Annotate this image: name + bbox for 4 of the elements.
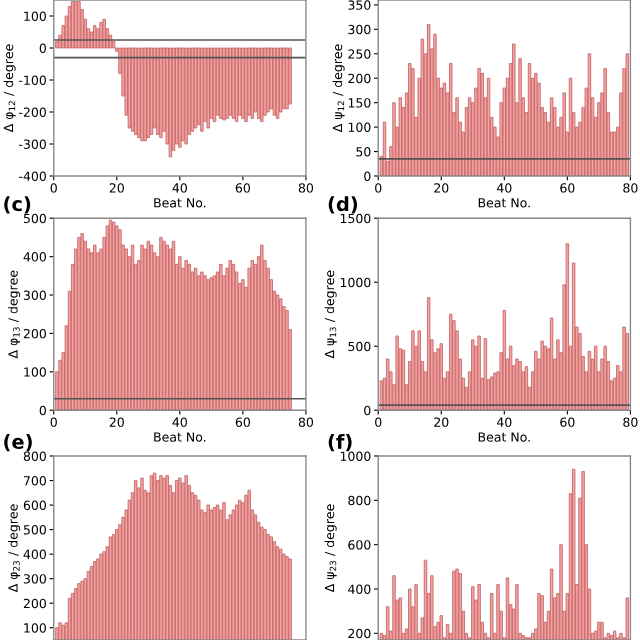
text: (c) (4, 196, 31, 214)
text: (d) (328, 196, 358, 214)
text: (f) (328, 433, 352, 452)
text: (e) (4, 434, 32, 452)
